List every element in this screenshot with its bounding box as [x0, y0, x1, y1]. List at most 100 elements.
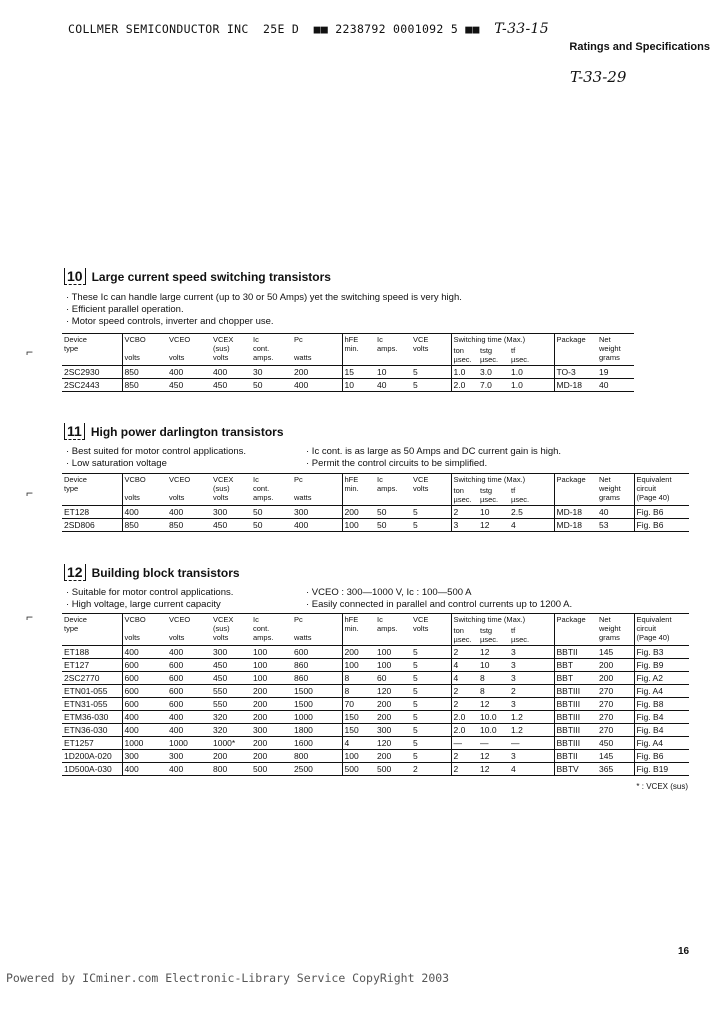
table-cell: 50	[251, 378, 292, 392]
table-cell: 145	[597, 749, 634, 763]
table-cell: 100	[251, 658, 292, 672]
table-cell: 300	[211, 505, 251, 519]
table-cell: —	[450, 736, 478, 750]
column-header-weight: Net weight grams	[597, 613, 634, 646]
table-cell: 2SC2770	[62, 671, 122, 685]
table-cell: 400	[167, 645, 211, 659]
table-cell: 2500	[292, 762, 342, 776]
table-cell: 100	[251, 671, 292, 685]
table-cell: 60	[375, 671, 411, 685]
table-cell: 1.0	[450, 365, 478, 379]
table-cell: 2SD806	[62, 518, 122, 532]
table-cell: 500	[341, 762, 375, 776]
header-code: COLLMER SEMICONDUCTOR INC 25E D ■■ 22387…	[68, 22, 480, 36]
section-title: 11 High power darlington transistors	[64, 423, 284, 440]
column-header-vceo: VCEO volts	[167, 333, 211, 366]
table-row: 2SC2443 850 450 450 50 400 10 40 5 2.0 7.0 1.0 MD-18…	[62, 378, 634, 392]
table-cell: 850	[121, 365, 167, 379]
table-cell: 850	[167, 518, 211, 532]
table-cell: 100	[375, 645, 411, 659]
table-cell: 270	[597, 723, 634, 737]
table-cell: Fig. A4	[633, 736, 689, 750]
table-cell: 2	[411, 762, 451, 776]
column-header-vce: VCE volts	[411, 333, 451, 366]
table-cell: 300	[121, 749, 167, 763]
table-cell: 12	[478, 645, 509, 659]
column-header-ic2: Ic amps.	[375, 333, 411, 366]
table-cell: 300	[292, 505, 342, 519]
table-cell: 1000	[292, 710, 342, 724]
table-cell: BBTIII	[553, 723, 597, 737]
column-header-tf: tf µsec.	[509, 485, 554, 506]
column-header-hfe: hFE min.	[341, 613, 375, 646]
table-cell: 270	[597, 684, 634, 698]
table-cell: 200	[597, 671, 634, 685]
table-cell: Fig. A2	[633, 671, 689, 685]
table-cell: 600	[167, 697, 211, 711]
table-cell: 300	[251, 723, 292, 737]
column-header-vce: VCE volts	[411, 613, 451, 646]
column-header-hfe: hFE min.	[341, 473, 375, 506]
table-cell: 400	[292, 518, 342, 532]
table-cell: BBTIII	[553, 736, 597, 750]
table-cell: 200	[292, 365, 342, 379]
table-cell: 450	[167, 378, 211, 392]
table-cell: 1.2	[509, 710, 554, 724]
table-cell: 30	[251, 365, 292, 379]
column-header-pc: Pc watts	[292, 333, 342, 366]
table-cell: 450	[597, 736, 634, 750]
table-cell: MD-18	[553, 378, 597, 392]
table-cell: 850	[121, 378, 167, 392]
table-cell: 3.0	[478, 365, 509, 379]
section-title-text: Large current speed switching transistor…	[91, 269, 331, 284]
table-cell: 5	[411, 658, 451, 672]
feature-item: · VCEO : 300—1000 V, Ic : 100—500 A	[306, 587, 472, 598]
column-header-tstg: tstg µsec.	[478, 485, 509, 506]
table-cell: 10	[478, 658, 509, 672]
table-cell: 15	[341, 365, 375, 379]
table-cell: 3	[509, 658, 554, 672]
table-cell: 50	[375, 518, 411, 532]
table-cell: 600	[121, 697, 167, 711]
table-cell: 3	[509, 645, 554, 659]
section-number: 10	[64, 268, 86, 285]
table-cell: 12	[478, 518, 509, 532]
table-cell: Fig. B4	[633, 710, 689, 724]
table-cell: 200	[375, 710, 411, 724]
table-cell: 40	[597, 505, 634, 519]
table-cell: MD-18	[553, 518, 597, 532]
table-cell: Fig. B6	[633, 749, 689, 763]
table-cell: 450	[211, 378, 251, 392]
table-cell: 3	[509, 671, 554, 685]
table-cell: 5	[411, 723, 451, 737]
table-cell: 600	[121, 684, 167, 698]
feature-list-right: · Ic cont. is as large as 50 Amps and DC…	[306, 446, 561, 470]
table-cell: 400	[121, 762, 167, 776]
feature-item: · Permit the control circuits to be simp…	[306, 458, 488, 469]
table-cell: 4	[509, 762, 554, 776]
table-cell: 600	[121, 658, 167, 672]
table-cell: ET128	[62, 505, 122, 519]
table-cell: BBTIII	[553, 684, 597, 698]
column-header-vceo: VCEO volts	[167, 473, 211, 506]
column-header-vcbo: VCBO volts	[121, 613, 167, 646]
column-header-vcex: VCEX (sus) volts	[211, 613, 251, 646]
table-cell: 2.0	[450, 723, 478, 737]
table-cell: 2	[450, 645, 478, 659]
table-cell: 12	[478, 762, 509, 776]
handwritten-code-1: T-33-15	[494, 21, 549, 37]
table-row: ET188 400 400 300 100 600 200 100 5 2 12 3 BBTII 145 F…	[62, 645, 689, 659]
table-cell: 5	[411, 645, 451, 659]
feature-item: · Easily connected in parallel and contr…	[306, 599, 573, 610]
table-cell: 200	[251, 710, 292, 724]
table-cell: 50	[375, 505, 411, 519]
column-header-switching: Switching time (Max.)	[450, 473, 554, 485]
table-cell: 50	[251, 505, 292, 519]
table-cell: 5	[411, 684, 451, 698]
column-header-vcex: VCEX (sus) volts	[211, 473, 251, 506]
table-cell: 200	[251, 697, 292, 711]
column-header-ic: Ic cont. amps.	[251, 333, 292, 366]
table-cell: 400	[211, 365, 251, 379]
table-cell: 200	[251, 684, 292, 698]
table-cell: Fig. B3	[633, 645, 689, 659]
